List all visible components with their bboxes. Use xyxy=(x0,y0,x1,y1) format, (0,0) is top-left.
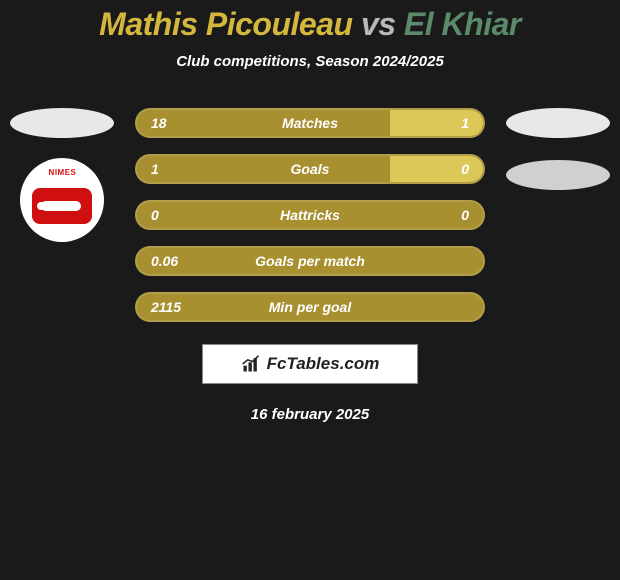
stat-label: Goals per match xyxy=(255,253,365,269)
badge-text-top: NIMES xyxy=(49,168,77,177)
nimes-club-badge: NIMES xyxy=(20,158,104,242)
stat-right-value: 0 xyxy=(461,161,469,177)
club-badge-wrap: NIMES xyxy=(20,158,104,242)
stat-fill-left xyxy=(137,110,390,136)
footer-date: 16 february 2025 xyxy=(0,406,620,423)
crocodile-icon xyxy=(43,201,81,211)
vs-text: vs xyxy=(353,6,404,42)
stat-label: Matches xyxy=(282,115,338,131)
player1-name: Mathis Picouleau xyxy=(99,6,352,42)
player2-name: El Khiar xyxy=(404,6,521,42)
subtitle: Club competitions, Season 2024/2025 xyxy=(0,53,620,70)
left-column: NIMES xyxy=(8,108,117,322)
stat-bar: 18 Matches 1 xyxy=(135,108,485,138)
main-row: NIMES 18 Matches 1 1 Goals 0 0 Hattricks 0 0.06 Go… xyxy=(0,108,620,322)
stat-right-value: 0 xyxy=(461,207,469,223)
badge-shield xyxy=(32,188,92,224)
stat-right-value: 1 xyxy=(461,115,469,131)
stat-left-value: 1 xyxy=(151,161,159,177)
stat-bar: 0 Hattricks 0 xyxy=(135,200,485,230)
stat-bar: 0.06 Goals per match xyxy=(135,246,485,276)
stat-bar: 2115 Min per goal xyxy=(135,292,485,322)
stat-label: Hattricks xyxy=(280,207,340,223)
stat-left-value: 0.06 xyxy=(151,253,178,269)
right-placeholder-oval-1 xyxy=(506,108,610,138)
stat-left-value: 2115 xyxy=(151,299,181,315)
stat-label: Min per goal xyxy=(269,299,351,315)
brand-logo: FcTables.com xyxy=(202,344,418,384)
left-placeholder-oval xyxy=(10,108,114,138)
infographic-container: Mathis Picouleau vs El Khiar Club compet… xyxy=(0,0,620,423)
brand-text: FcTables.com xyxy=(267,354,380,374)
stat-bar: 1 Goals 0 xyxy=(135,154,485,184)
right-placeholder-oval-2 xyxy=(506,160,610,190)
stat-fill-left xyxy=(137,156,390,182)
stat-left-value: 0 xyxy=(151,207,159,223)
stats-column: 18 Matches 1 1 Goals 0 0 Hattricks 0 0.06 Goals pe… xyxy=(135,108,485,322)
chart-icon xyxy=(241,354,261,374)
right-column xyxy=(503,108,612,322)
stat-label: Goals xyxy=(291,161,330,177)
page-title: Mathis Picouleau vs El Khiar xyxy=(0,6,620,43)
stat-left-value: 18 xyxy=(151,115,167,131)
